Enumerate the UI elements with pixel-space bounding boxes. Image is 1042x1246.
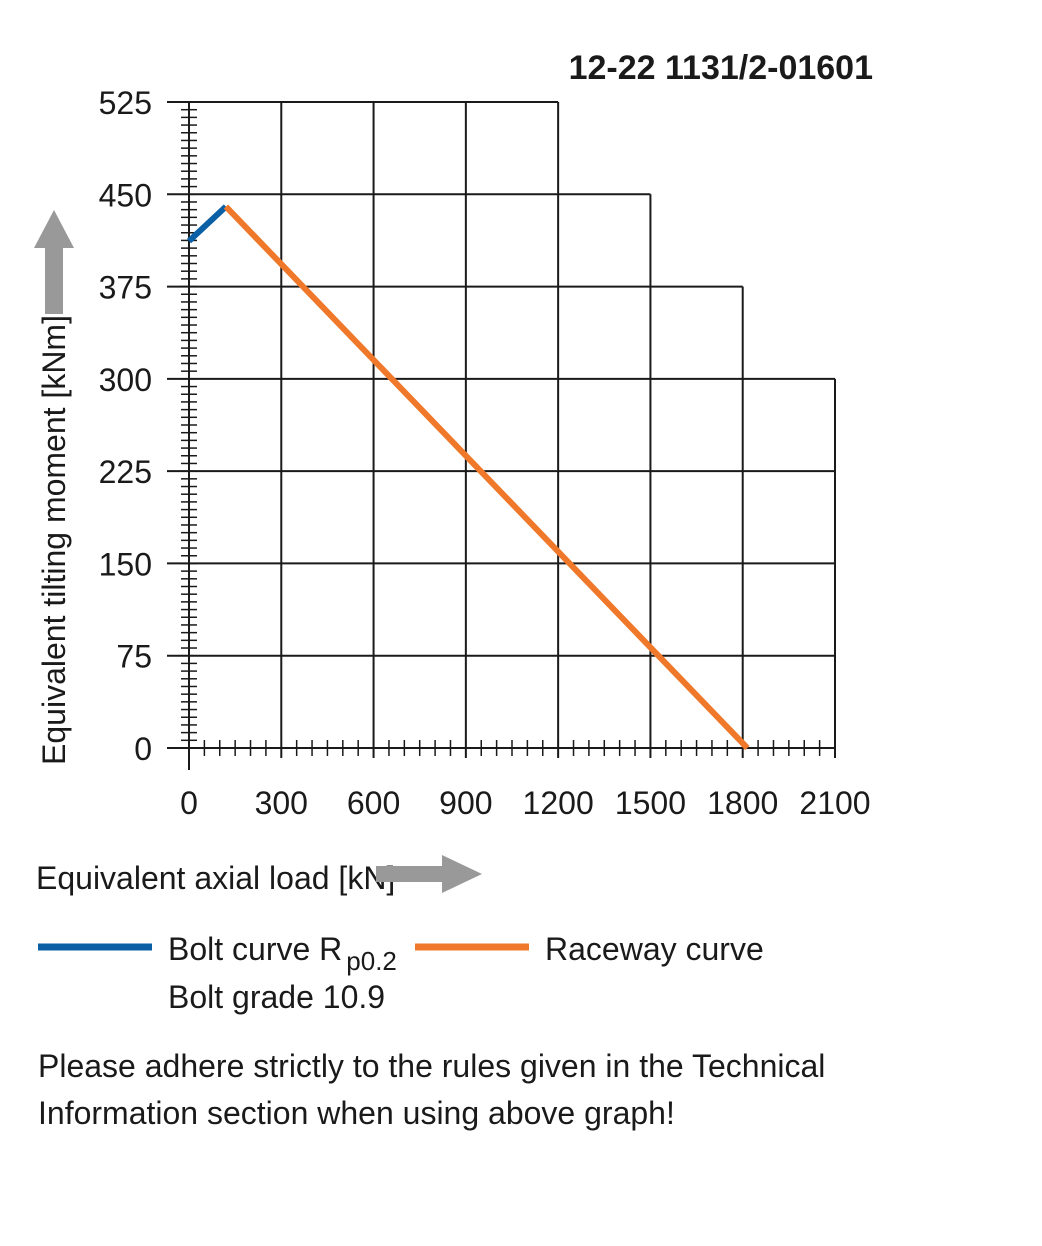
x-axis-title: Equivalent axial load [kN] — [36, 860, 395, 896]
x-tick-label: 2100 — [799, 785, 870, 821]
x-axis-arrow-icon — [376, 855, 482, 893]
tick-labels: 0 75 150 225 300 375 450 525 0 300 600 900 1200 1500 1… — [99, 85, 871, 821]
y-tick-label: 375 — [99, 270, 152, 306]
y-tick-label: 225 — [99, 454, 152, 490]
x-arrow-head — [442, 855, 482, 893]
minor-ticks — [181, 101, 836, 756]
y-tick-label: 75 — [116, 639, 152, 675]
x-tick-label: 300 — [255, 785, 308, 821]
note-line-2: Information section when using above gra… — [38, 1095, 675, 1131]
y-arrow-head — [34, 210, 74, 248]
note-line-1: Please adhere strictly to the rules give… — [38, 1048, 825, 1084]
grid — [167, 101, 836, 758]
y-axis-arrow-icon — [34, 210, 74, 314]
y-arrow-shaft — [45, 247, 63, 314]
legend-bolt-grade: Bolt grade 10.9 — [168, 979, 385, 1015]
series — [186, 204, 750, 751]
y-tick-label: 0 — [134, 731, 152, 767]
x-tick-label: 1500 — [615, 785, 686, 821]
chart-title: 12-22 1131/2-01601 — [569, 49, 873, 87]
x-tick-label: 0 — [180, 785, 198, 821]
y-tick-label: 300 — [99, 362, 152, 398]
legend-label-raceway: Raceway curve — [545, 931, 764, 967]
x-tick-label: 900 — [439, 785, 492, 821]
y-axis-title: Equivalent tilting moment [kNm] — [36, 315, 72, 765]
y-tick-label: 525 — [99, 85, 152, 121]
x-arrow-shaft — [376, 866, 444, 882]
x-tick-label: 600 — [347, 785, 400, 821]
series-line-1 — [223, 204, 750, 751]
x-tick-label: 1200 — [523, 785, 594, 821]
y-tick-label: 450 — [99, 177, 152, 213]
x-tick-label: 1800 — [707, 785, 778, 821]
y-tick-label: 150 — [99, 546, 152, 582]
series-line-0 — [186, 204, 228, 244]
legend-label-bolt-subscript: p0.2 — [346, 946, 397, 976]
